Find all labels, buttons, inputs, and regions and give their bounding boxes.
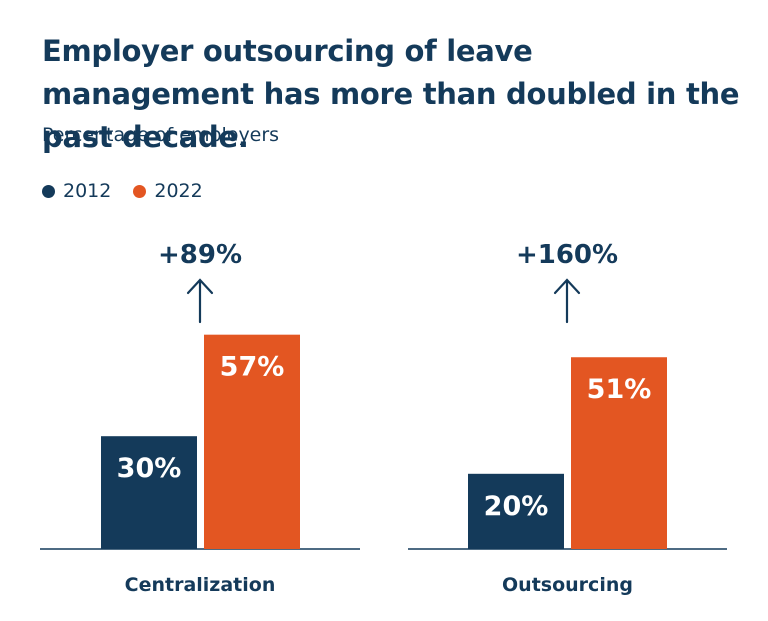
legend: 2012 2022 [42,180,203,202]
bar-centralization-2022 [204,334,300,549]
category-label-outsourcing: Outsourcing [502,574,633,596]
bar-label-outsourcing-2012: 20% [484,491,549,522]
change-label-centralization: +89% [158,240,242,270]
chart-title: Employer outsourcing of leave management… [42,34,740,154]
bar-label-centralization-2012: 30% [117,453,182,484]
change-label-outsourcing: +160% [516,240,618,270]
bar-label-centralization-2022: 57% [220,352,285,383]
chart-subtitle: Percentage of employers [42,124,280,146]
legend-label-2012: 2012 [63,180,112,202]
legend-label-2022: 2022 [154,180,203,202]
bar-outsourcing-2022 [571,357,667,549]
legend-item-2022: 2022 [133,180,203,202]
up-arrow-icon [553,278,581,324]
legend-swatch-2022 [133,184,147,198]
legend-swatch-2012 [42,184,55,198]
bar-centralization-2012 [101,436,197,549]
bar-outsourcing-2012 [468,473,564,549]
legend-item-2012: 2012 [42,180,111,202]
category-label-centralization: Centralization [125,574,276,596]
up-arrow-icon [186,278,214,324]
bar-label-outsourcing-2022: 51% [587,374,652,405]
